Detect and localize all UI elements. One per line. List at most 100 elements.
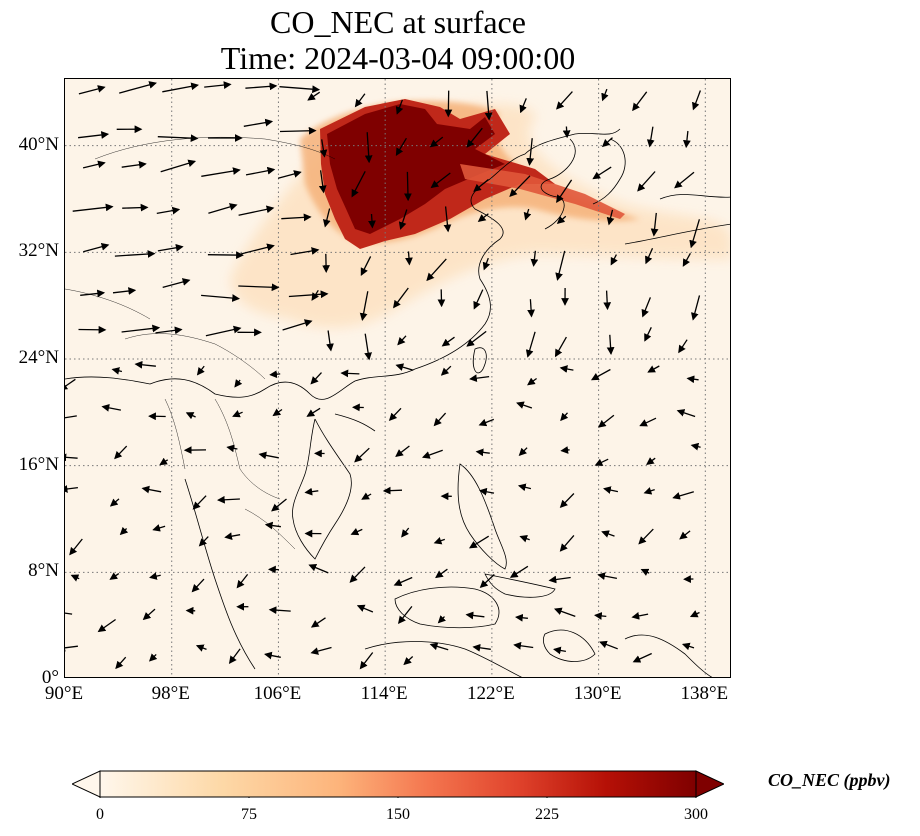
wind-arrow	[674, 171, 695, 189]
latitude-tick-label: 40°N	[18, 133, 59, 155]
wind-arrow	[509, 175, 531, 198]
wind-arrow	[686, 375, 699, 384]
wind-arrow	[359, 652, 374, 670]
wind-arrow	[525, 331, 536, 358]
wind-arrow	[519, 534, 530, 543]
wind-arrow	[65, 378, 76, 391]
wind-arrow	[632, 91, 648, 112]
wind-arrow	[306, 407, 321, 417]
wind-arrow	[122, 203, 149, 212]
wind-arrow	[560, 412, 569, 422]
wind-arrow	[288, 290, 329, 299]
wind-arrow	[646, 126, 655, 148]
wind-arrow	[204, 81, 232, 89]
wind-arrow	[646, 457, 656, 465]
wind-arrow	[435, 568, 448, 579]
wind-arrow	[395, 99, 404, 115]
wind-arrow	[354, 447, 370, 463]
wind-arrow	[429, 642, 449, 651]
wind-arrow	[310, 646, 332, 655]
wind-arrow	[631, 612, 649, 620]
wind-arrow	[527, 299, 535, 318]
wind-arrow	[484, 90, 493, 121]
wind-arrow	[282, 319, 313, 331]
wind-arrow	[482, 257, 491, 271]
wind-arrow	[421, 449, 443, 459]
wind-arrow	[224, 532, 241, 540]
wind-arrow	[196, 365, 205, 376]
wind-arrow	[465, 611, 485, 620]
wind-arrow	[310, 372, 322, 385]
wind-arrow	[258, 451, 279, 460]
wind-arrow	[441, 336, 455, 347]
wind-arrow	[243, 118, 274, 127]
latitude-tick-label: 32°N	[18, 240, 59, 262]
wind-arrow	[692, 90, 702, 111]
wind-arrow	[277, 170, 302, 179]
wind-arrow	[393, 287, 409, 309]
wind-arrow	[162, 278, 191, 289]
wind-arrow	[83, 242, 110, 253]
wind-arrow	[513, 641, 534, 650]
wind-arrow	[601, 137, 613, 148]
wind-arrow	[201, 167, 241, 177]
wind-arrow	[597, 414, 615, 428]
wind-arrow	[111, 367, 123, 375]
wind-arrow	[238, 205, 275, 216]
wind-arrow	[679, 530, 691, 540]
longitude-tick-label: 138°E	[680, 683, 729, 704]
wind-arrow	[272, 408, 283, 417]
map-panel	[64, 78, 731, 678]
wind-arrow	[114, 250, 156, 258]
wind-arrow	[65, 453, 78, 462]
co-plume-streak	[460, 164, 625, 219]
wind-arrow	[556, 215, 567, 225]
wind-arrow	[65, 485, 78, 493]
wind-arrow	[403, 656, 414, 666]
wind-arrow	[603, 290, 612, 311]
wind-arrow	[440, 365, 452, 376]
map-time-subtitle: Time: 2024-03-04 09:00:00	[220, 40, 576, 76]
wind-arrow	[201, 294, 240, 302]
wind-arrow	[359, 291, 369, 321]
wind-arrow	[226, 444, 238, 453]
wind-arrow	[228, 648, 241, 664]
wind-arrow	[245, 166, 276, 176]
colorbar-tick-label: 0	[96, 806, 104, 823]
wind-arrow	[185, 412, 196, 420]
wind-arrow	[597, 572, 618, 580]
wind-arrow	[157, 134, 199, 143]
wind-arrow	[590, 368, 611, 381]
longitude-tick-label: 114°E	[360, 683, 408, 704]
wind-arrow	[121, 160, 147, 169]
wind-arrow	[509, 565, 529, 578]
wind-arrow	[395, 137, 407, 157]
wind-arrow	[319, 139, 328, 158]
wind-arrow	[395, 363, 414, 371]
wind-arrow	[65, 643, 78, 652]
wind-arrow	[361, 492, 372, 500]
wind-arrow	[326, 330, 334, 352]
wind-arrow	[644, 327, 652, 342]
wind-arrow	[360, 256, 372, 276]
wind-arrow	[269, 370, 281, 379]
wind-arrow	[148, 653, 158, 662]
wind-arrow	[364, 132, 373, 164]
wind-arrow	[264, 521, 281, 530]
map-canvas	[65, 79, 730, 677]
coastlines	[65, 128, 730, 677]
wind-arrow	[192, 495, 207, 510]
latitude-tick-label: 16°N	[18, 453, 59, 475]
wind-arrow	[405, 251, 413, 266]
wind-arrow	[207, 251, 244, 260]
wind-arrow	[475, 448, 490, 457]
wind-arrow	[645, 247, 654, 265]
wind-arrow	[119, 526, 129, 536]
wind-arrow	[517, 483, 532, 492]
wind-arrow	[603, 486, 619, 494]
wind-arrow	[429, 136, 444, 148]
wind-arrow	[555, 250, 566, 281]
wind-arrow	[473, 289, 484, 310]
wind-arrow	[112, 287, 137, 295]
wind-arrow	[515, 613, 528, 622]
